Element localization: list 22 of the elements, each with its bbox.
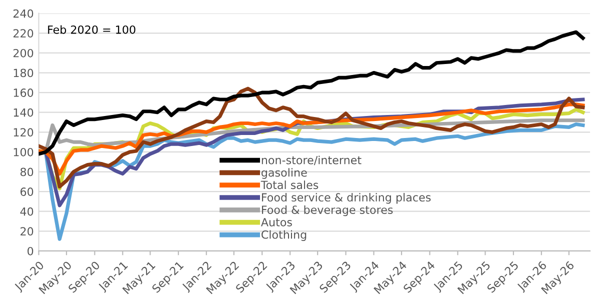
y-tick-label: 160	[14, 88, 34, 97]
legend-label: gasoline	[262, 168, 307, 179]
y-tick-label: 180	[14, 68, 34, 78]
y-tick-label: 140	[14, 108, 34, 117]
y-tick-label: 240	[13, 9, 34, 18]
y-tick-label: 120	[14, 128, 34, 137]
legend-label: Total sales	[260, 180, 318, 190]
legend-label: Food & beverage stores	[262, 205, 393, 216]
y-tick-label: 0	[28, 246, 34, 256]
y-tick-label: 20	[20, 227, 34, 236]
legend-label: Food service & drinking places	[262, 192, 431, 204]
annotation: Feb 2020 = 100	[48, 25, 136, 34]
y-tick-label: 200	[13, 48, 34, 58]
y-tick-label: 100	[14, 148, 34, 156]
y-tick-label: 60	[20, 188, 34, 196]
legend-label: non-store/internet	[262, 156, 362, 166]
y-tick-label: 80	[20, 168, 34, 176]
y-tick-label: 220	[13, 29, 34, 38]
y-tick-label: 40	[20, 207, 34, 216]
line-series	[38, 86, 585, 188]
legend-label: Clothing	[262, 230, 306, 241]
legend-label: Autos	[260, 218, 292, 226]
